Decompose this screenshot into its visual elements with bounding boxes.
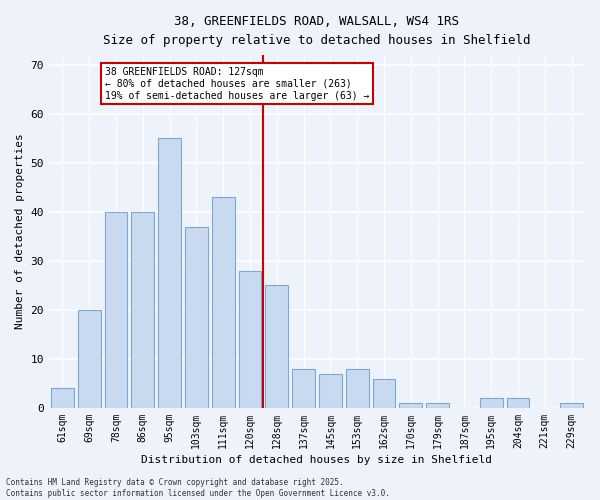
Bar bbox=[400, 403, 422, 408]
Bar bbox=[51, 388, 74, 408]
Bar bbox=[131, 212, 154, 408]
Bar bbox=[346, 368, 368, 408]
Text: Contains HM Land Registry data © Crown copyright and database right 2025.
Contai: Contains HM Land Registry data © Crown c… bbox=[6, 478, 390, 498]
Text: 38 GREENFIELDS ROAD: 127sqm
← 80% of detached houses are smaller (263)
19% of se: 38 GREENFIELDS ROAD: 127sqm ← 80% of det… bbox=[105, 68, 370, 100]
Bar bbox=[480, 398, 503, 408]
Y-axis label: Number of detached properties: Number of detached properties bbox=[15, 134, 25, 330]
X-axis label: Distribution of detached houses by size in Shelfield: Distribution of detached houses by size … bbox=[142, 455, 493, 465]
Bar bbox=[239, 270, 262, 408]
Bar bbox=[292, 368, 315, 408]
Bar bbox=[373, 378, 395, 408]
Title: 38, GREENFIELDS ROAD, WALSALL, WS4 1RS
Size of property relative to detached hou: 38, GREENFIELDS ROAD, WALSALL, WS4 1RS S… bbox=[103, 15, 531, 47]
Bar bbox=[104, 212, 127, 408]
Bar bbox=[185, 226, 208, 408]
Bar bbox=[158, 138, 181, 408]
Bar bbox=[506, 398, 529, 408]
Bar bbox=[265, 286, 288, 408]
Bar bbox=[560, 403, 583, 408]
Bar bbox=[319, 374, 342, 408]
Bar bbox=[212, 197, 235, 408]
Bar bbox=[78, 310, 101, 408]
Bar bbox=[426, 403, 449, 408]
